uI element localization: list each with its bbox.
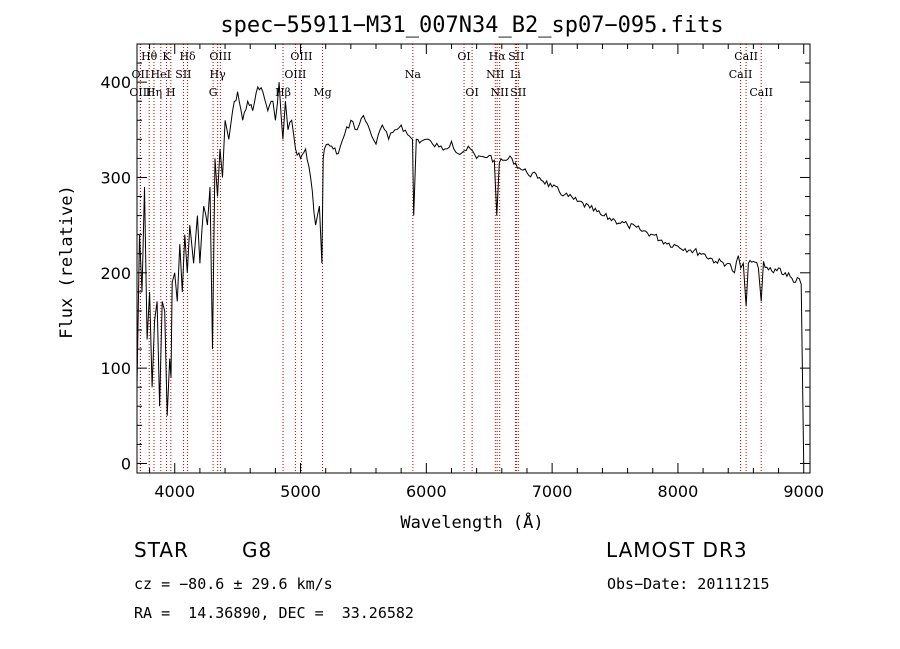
y-tick-label: 400 bbox=[100, 73, 131, 92]
plot-frame bbox=[136, 43, 811, 474]
line-marker-label: SII bbox=[508, 50, 524, 63]
line-marker-label: OIII bbox=[209, 50, 231, 63]
redshift-line: cz = −80.6 ± 29.6 km/s bbox=[134, 575, 333, 593]
x-tick-label: 4000 bbox=[154, 482, 195, 501]
object-class: STAR bbox=[134, 538, 189, 562]
x-tick-label: 5000 bbox=[280, 482, 321, 501]
line-marker-label: OIII bbox=[284, 68, 306, 81]
line-marker-label: Mg bbox=[313, 86, 331, 99]
line-marker-label: HeI bbox=[151, 68, 171, 81]
line-marker-label: CaII bbox=[729, 68, 753, 81]
line-marker-label: OIII bbox=[290, 50, 312, 63]
object-subclass: G8 bbox=[242, 538, 273, 562]
line-marker-label: CaII bbox=[749, 86, 773, 99]
line-marker-label: NII bbox=[491, 86, 509, 99]
spectrum-series-line bbox=[136, 82, 805, 464]
y-tick-label: 200 bbox=[100, 264, 131, 283]
line-marker-label: H bbox=[166, 86, 176, 99]
line-marker-label: Na bbox=[405, 68, 422, 81]
y-tick-label: 300 bbox=[100, 168, 131, 187]
line-marker-label: OI bbox=[457, 50, 470, 63]
line-marker-label: SII bbox=[175, 68, 191, 81]
line-marker-label: Hη bbox=[146, 86, 162, 99]
survey-name: LAMOST DR3 bbox=[606, 538, 748, 562]
line-marker-label: OIII bbox=[129, 86, 151, 99]
x-tick-label: 8000 bbox=[658, 482, 699, 501]
line-marker-label: Li bbox=[510, 68, 521, 81]
y-tick-label: 100 bbox=[100, 359, 131, 378]
line-marker-label: OI bbox=[465, 86, 478, 99]
coordinates-line: RA = 14.36890, DEC = 33.26582 bbox=[134, 604, 414, 622]
x-tick-label: 7000 bbox=[532, 482, 573, 501]
y-tick-label: 0 bbox=[121, 454, 131, 473]
line-marker-label: CaII bbox=[734, 50, 758, 63]
chart-title: spec−55911−M31_007N34_B2_sp07−095.fits bbox=[220, 13, 723, 38]
line-marker-label: SII bbox=[510, 86, 526, 99]
y-axis-label: Flux (relative) bbox=[57, 185, 77, 339]
line-marker-label: NII bbox=[486, 68, 504, 81]
line-marker-label: Hγ bbox=[210, 68, 227, 81]
line-marker-label: Hθ bbox=[141, 50, 158, 63]
axis-ticks: 4000 5000 6000 7000 8000 9000 0 100 200 300 400 bbox=[100, 44, 824, 501]
obs-date-line: Obs−Date: 20111215 bbox=[607, 575, 770, 593]
x-axis-label: Wavelength (Å) bbox=[400, 511, 543, 533]
line-marker-label: G bbox=[209, 86, 218, 99]
line-marker-label: K bbox=[162, 50, 171, 63]
x-tick-label: 6000 bbox=[406, 482, 447, 501]
line-marker-label: Hδ bbox=[179, 50, 196, 63]
x-tick-label: 9000 bbox=[783, 482, 824, 501]
line-marker-label: Hα bbox=[489, 50, 507, 63]
